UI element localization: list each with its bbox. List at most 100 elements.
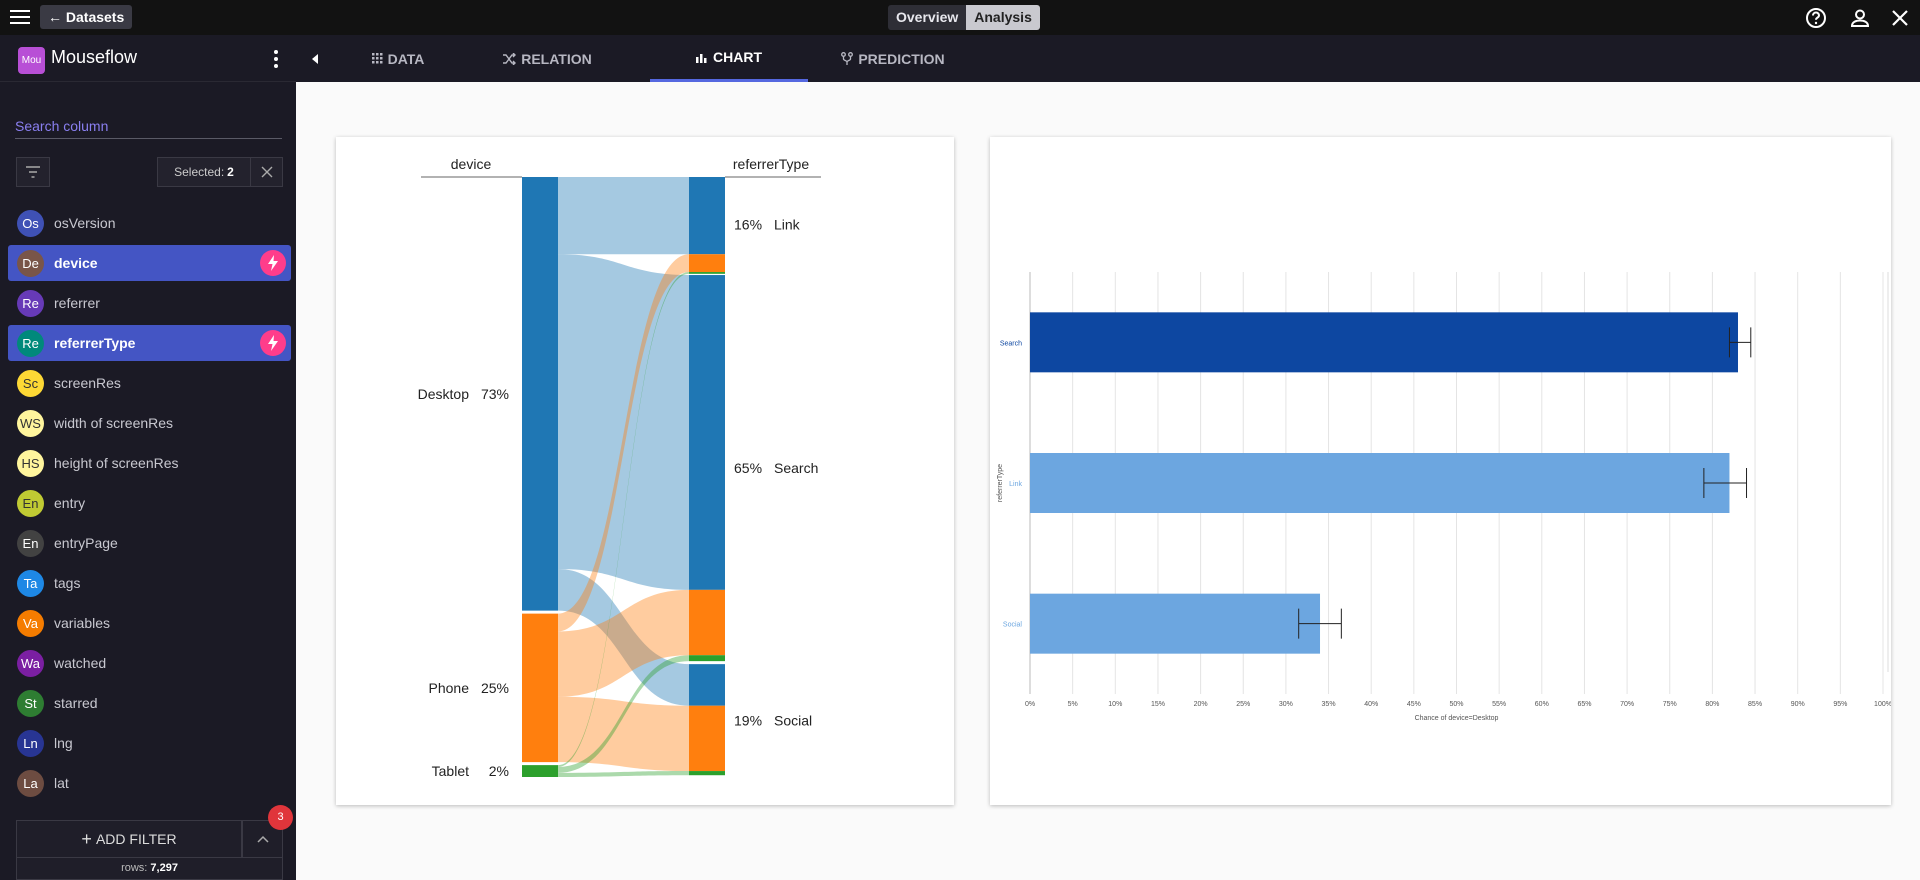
back-button-label: Datasets	[65, 9, 125, 25]
grid-icon	[371, 53, 383, 64]
x-tick-label: 50%	[1449, 701, 1463, 708]
sankey-node-segment-social-phone	[689, 705, 725, 772]
clear-selection-button[interactable]	[250, 158, 282, 186]
y-tick-label: Link	[1009, 481, 1022, 488]
filter-icon	[26, 166, 40, 178]
column-item-variables[interactable]: Va variables	[8, 605, 291, 641]
tab-prediction[interactable]: PREDICTION	[808, 35, 978, 82]
expand-filters-button[interactable]	[242, 820, 283, 858]
x-tick-label: 90%	[1791, 701, 1805, 708]
column-avatar: De	[17, 249, 44, 277]
sankey-node-segment-social-tablet	[689, 771, 725, 776]
column-label: watched	[54, 655, 107, 671]
column-item-device[interactable]: De device	[8, 245, 291, 281]
column-avatar: Ln	[17, 729, 44, 757]
sankey-flows	[558, 177, 689, 777]
search-column-input[interactable]	[15, 113, 282, 139]
lightning-icon[interactable]	[260, 330, 286, 356]
collapse-sidebar-button[interactable]	[296, 35, 333, 82]
tab-relation[interactable]: RELATION	[463, 35, 631, 82]
x-tick-label: 55%	[1492, 701, 1506, 708]
column-item-referrer[interactable]: Re referrer	[8, 285, 291, 321]
column-avatar: St	[17, 689, 44, 717]
rows-value: 7,297	[150, 862, 178, 874]
column-item-lat[interactable]: La lat	[8, 765, 291, 801]
x-tick-label: 0%	[1025, 701, 1035, 708]
x-axis-title: Chance of device=Desktop	[1415, 715, 1499, 722]
analysis-tabs: DATA RELATION CHART PREDICTION	[333, 35, 1920, 82]
column-item-referrertype[interactable]: Re referrerType	[8, 325, 291, 361]
close-icon[interactable]	[1888, 6, 1912, 30]
column-avatar: La	[17, 769, 44, 797]
rows-label: rows:	[121, 862, 148, 874]
column-avatar: Re	[17, 329, 44, 357]
sankey-left-label: Tablet	[432, 763, 469, 779]
overview-view-button[interactable]: Overview	[888, 5, 967, 30]
chart-area: device referrerType Desktop 73% Phone 25% Tabl…	[296, 82, 1920, 880]
column-item-entrypage[interactable]: En entryPage	[8, 525, 291, 561]
sankey-node-phone	[522, 613, 558, 763]
column-item-entry[interactable]: En entry	[8, 485, 291, 521]
column-avatar: Re	[17, 289, 44, 317]
sankey-flow-phone-link	[558, 254, 689, 632]
lightning-icon[interactable]	[260, 250, 286, 276]
sankey-flow-desktop-social	[558, 569, 689, 706]
view-toggle: Overview Analysis	[888, 5, 1040, 30]
sankey-flow-phone-social	[558, 696, 689, 772]
column-item-width-of-screenres[interactable]: WS width of screenRes	[8, 405, 291, 441]
x-tick-label: 45%	[1407, 701, 1421, 708]
column-item-height-of-screenres[interactable]: HS height of screenRes	[8, 445, 291, 481]
tab-chart[interactable]: CHART	[650, 35, 808, 82]
analysis-view-button[interactable]: Analysis	[966, 5, 1040, 30]
column-item-starred[interactable]: St starred	[8, 685, 291, 721]
bar-link	[1030, 453, 1730, 513]
fork-icon	[841, 52, 854, 65]
sankey-chart: device referrerType Desktop 73% Phone 25% Tabl…	[418, 156, 821, 779]
add-filter-label: ADD FILTER	[95, 831, 177, 847]
column-label: lat	[54, 775, 69, 791]
error-bar-search	[1728, 327, 1752, 358]
account-icon[interactable]	[1848, 6, 1872, 30]
x-tick-label: 80%	[1705, 701, 1719, 708]
y-tick-label: Search	[1000, 340, 1022, 347]
x-tick-label: 70%	[1620, 701, 1634, 708]
help-icon[interactable]	[1804, 6, 1828, 30]
sankey-flow-tablet-social	[558, 771, 689, 777]
column-item-watched[interactable]: Wa watched	[8, 645, 291, 681]
sankey-right-label: Search	[774, 460, 818, 476]
column-item-osversion[interactable]: Os osVersion	[8, 205, 291, 241]
dataset-header: Mou Mouseflow	[0, 35, 296, 82]
column-sidebar: Mou Mouseflow Selected: 2 Os osVersion Ded…	[0, 35, 296, 880]
add-filter-button[interactable]: + ADD FILTER	[16, 820, 242, 858]
bar-chart-icon	[696, 53, 707, 63]
dataset-more-icon[interactable]	[270, 48, 282, 70]
column-label: starred	[54, 695, 98, 711]
back-to-datasets-button[interactable]: ← Datasets	[40, 5, 133, 29]
column-label: referrerType	[54, 335, 136, 351]
shuffle-icon	[503, 52, 517, 65]
plus-icon: +	[81, 828, 92, 849]
x-tick-label: 75%	[1663, 701, 1677, 708]
bar-social	[1030, 593, 1321, 654]
sankey-node-tablet	[522, 765, 558, 777]
y-axis-title: referrerType	[997, 464, 1004, 502]
column-label: referrer	[54, 295, 100, 311]
column-item-tags[interactable]: Ta tags	[8, 565, 291, 601]
filter-count-badge: 3	[268, 805, 293, 830]
top-bar: ← Datasets Overview Analysis	[0, 0, 1920, 35]
column-item-lng[interactable]: Ln lng	[8, 725, 291, 761]
x-tick-label: 100%	[1874, 701, 1891, 708]
tab-data[interactable]: DATA	[333, 35, 463, 82]
x-tick-label: 85%	[1748, 701, 1762, 708]
column-item-screenres[interactable]: Sc screenRes	[8, 365, 291, 401]
x-tick-label: 60%	[1535, 701, 1549, 708]
bar-chart-card: 0% 5% 10% 15% 20% 25% 30% 35% 40% 45% 50% 55% 60% 65%…	[990, 137, 1892, 805]
sankey-right-pct: 19%	[734, 713, 762, 729]
column-avatar: Va	[17, 609, 44, 637]
sankey-node-desktop	[522, 177, 558, 611]
filter-list-button[interactable]	[16, 157, 50, 187]
hamburger-menu-icon[interactable]	[8, 6, 32, 28]
selected-count: 2	[227, 165, 234, 179]
column-avatar: En	[17, 489, 44, 517]
column-label: osVersion	[54, 215, 116, 231]
